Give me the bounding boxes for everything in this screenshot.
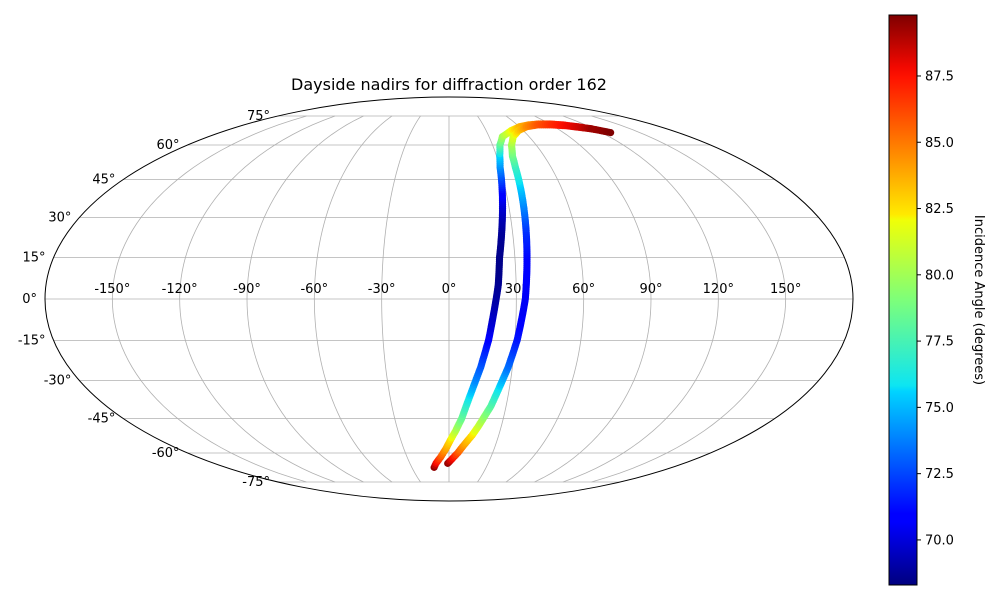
meridian-line	[562, 115, 719, 483]
latitude-tick-label: -60°	[152, 446, 180, 461]
latitude-tick-label: 30°	[48, 210, 71, 225]
latitude-tick-label: 60°	[157, 138, 180, 153]
colorbar-ticks: 70.0 72.5 75.0 77.5 80.0 82.5 85.0 87.5	[917, 69, 954, 548]
colorbar-tick-label: 87.5	[925, 69, 954, 84]
latitude-tick-label: -45°	[88, 412, 116, 427]
colorbar-tick-label: 70.0	[925, 533, 954, 548]
latitude-tick-labels: 75° 60° 45° 30° 15° 0° -15° -30° -45° -60° -75°	[18, 109, 270, 490]
longitude-tick-label: -150°	[94, 282, 130, 297]
latitude-tick-label: 75°	[247, 109, 270, 124]
colorbar-tick-label: 77.5	[925, 335, 954, 350]
data-points	[430, 120, 615, 471]
latitude-tick-label: -30°	[44, 374, 72, 389]
colorbar-label: Incidence Angle (degrees)	[971, 215, 986, 385]
longitude-tick-label: 150°	[770, 282, 801, 297]
longitude-tick-label: 30°	[505, 282, 528, 297]
meridian-line	[179, 115, 336, 483]
data-point	[587, 125, 596, 133]
longitude-tick-labels: -150° -120° -90° -60° -30° 0° 30° 60° 90° 120° 150…	[94, 282, 801, 297]
map-boundary	[44, 96, 854, 502]
longitude-tick-label: -120°	[162, 282, 198, 297]
longitude-tick-label: 60°	[572, 282, 595, 297]
data-point	[607, 129, 615, 137]
colorbar-tick-label: 82.5	[925, 202, 954, 217]
meridian-line	[313, 115, 393, 483]
latitude-tick-label: 0°	[22, 292, 37, 307]
colorbar-tick-label: 85.0	[925, 136, 954, 151]
latitude-tick-label: 15°	[23, 251, 46, 266]
longitude-tick-label: 0°	[442, 282, 457, 297]
longitude-tick-label: -90°	[233, 282, 261, 297]
colorbar-tick-label: 72.5	[925, 467, 954, 482]
longitude-tick-label: -60°	[300, 282, 328, 297]
longitude-tick-label: -30°	[368, 282, 396, 297]
colorbar-tick-label: 75.0	[925, 401, 954, 416]
longitude-tick-label: 90°	[639, 282, 662, 297]
latitude-tick-label: -75°	[242, 475, 270, 490]
colorbar: 70.0 72.5 75.0 77.5 80.0 82.5 85.0 87.5 Inciden…	[888, 14, 986, 586]
colorbar-tick-label: 80.0	[925, 268, 954, 283]
meridian-line	[246, 115, 364, 483]
meridian-line	[111, 115, 307, 483]
meridian-line	[591, 115, 787, 483]
longitude-tick-label: 120°	[703, 282, 734, 297]
graticule-grid	[45, 115, 853, 483]
latitude-tick-label: -15°	[18, 333, 46, 348]
chart-title: Dayside nadirs for diffraction order 162	[291, 75, 607, 94]
latitude-tick-label: 45°	[92, 172, 115, 187]
colorbar-gradient	[888, 14, 918, 586]
meridian-line	[381, 115, 421, 483]
meridian-line	[534, 115, 652, 483]
meridian-line	[505, 115, 585, 483]
